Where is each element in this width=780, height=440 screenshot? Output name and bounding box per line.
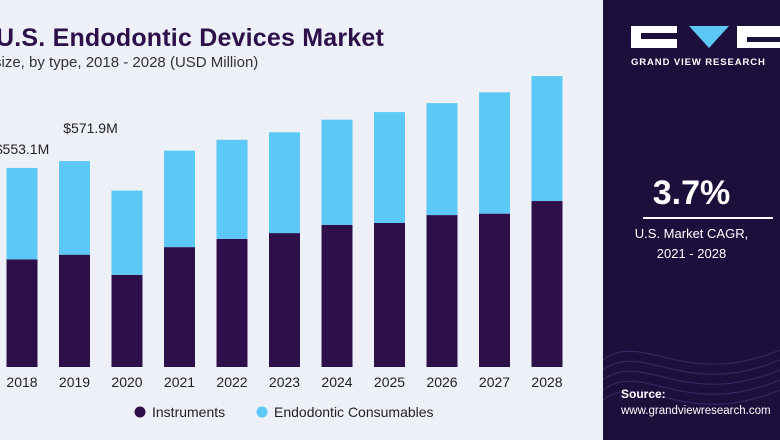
bar-consumables-2027 xyxy=(479,92,510,214)
cagr-value: 3.7% xyxy=(652,174,731,212)
legend-marker-instruments xyxy=(134,406,146,418)
x-tick-label-2027: 2027 xyxy=(479,374,510,390)
bar-instruments-2021 xyxy=(164,247,195,367)
data-label-2018: $553.1M xyxy=(0,141,49,157)
bar-consumables-2019 xyxy=(59,161,90,255)
cagr-label: U.S. Market CAGR, 2021 - 2028 xyxy=(603,224,780,264)
source-link[interactable]: www.grandviewresearch.com xyxy=(621,405,771,417)
bar-consumables-2023 xyxy=(269,132,300,234)
x-tick-label-2023: 2023 xyxy=(269,374,300,390)
wave-decoration xyxy=(603,349,780,405)
cagr-divider xyxy=(643,217,773,219)
bar-instruments-2019 xyxy=(59,254,90,367)
bar-instruments-2022 xyxy=(216,238,248,367)
bar-consumables-2020 xyxy=(111,190,143,275)
bar-consumables-2028 xyxy=(531,76,563,202)
info-panel: GRAND VIEW RESEARCH 3.7% U.S. Market CAG… xyxy=(603,0,780,440)
legend-label-consumables: Endodontic Consumables xyxy=(274,404,434,420)
chart-subtitle: size, by type, 2018 - 2028 (USD Million) xyxy=(0,54,259,71)
source-label: Source: xyxy=(621,387,666,401)
bar-instruments-2026 xyxy=(426,215,458,367)
cagr-label-line1: U.S. Market CAGR, xyxy=(634,226,749,241)
bar-instruments-2018 xyxy=(6,259,38,367)
bar-instruments-2023 xyxy=(269,233,300,367)
bar-consumables-2018 xyxy=(6,167,38,260)
brand-logo-icon xyxy=(631,26,780,48)
x-tick-label-2022: 2022 xyxy=(216,374,247,390)
legend-marker-consumables xyxy=(256,406,268,418)
legend-label-instruments: Instruments xyxy=(152,404,225,420)
data-label-2019: $571.9M xyxy=(63,120,117,136)
chart-panel: U.S. Endodontic Devices Market size, by … xyxy=(0,0,603,440)
bar-instruments-2028 xyxy=(531,201,563,367)
brand-name: GRAND VIEW RESEARCH xyxy=(631,57,766,68)
x-tick-label-2021: 2021 xyxy=(164,374,195,390)
x-tick-label-2019: 2019 xyxy=(59,374,90,390)
x-tick-label-2020: 2020 xyxy=(111,374,142,390)
bar-instruments-2020 xyxy=(111,274,143,367)
x-tick-label-2024: 2024 xyxy=(321,374,352,390)
x-tick-label-2028: 2028 xyxy=(531,374,562,390)
bar-chart: 2018 2019 2020 2021 2022 2023 2024 2025 2026 2027… xyxy=(0,76,563,420)
bar-consumables-2022 xyxy=(216,139,248,239)
bar-instruments-2024 xyxy=(321,224,353,367)
bar-consumables-2025 xyxy=(374,112,405,223)
x-tick-label-2018: 2018 xyxy=(6,374,37,390)
bar-consumables-2021 xyxy=(164,150,195,248)
bar-instruments-2027 xyxy=(479,213,510,367)
bar-consumables-2026 xyxy=(426,103,458,216)
cagr-label-line2: 2021 - 2028 xyxy=(656,246,727,261)
bar-consumables-2024 xyxy=(321,119,353,225)
bar-instruments-2025 xyxy=(374,223,405,367)
x-tick-label-2026: 2026 xyxy=(426,374,457,390)
chart-title: U.S. Endodontic Devices Market xyxy=(0,24,385,52)
x-tick-label-2025: 2025 xyxy=(374,374,405,390)
